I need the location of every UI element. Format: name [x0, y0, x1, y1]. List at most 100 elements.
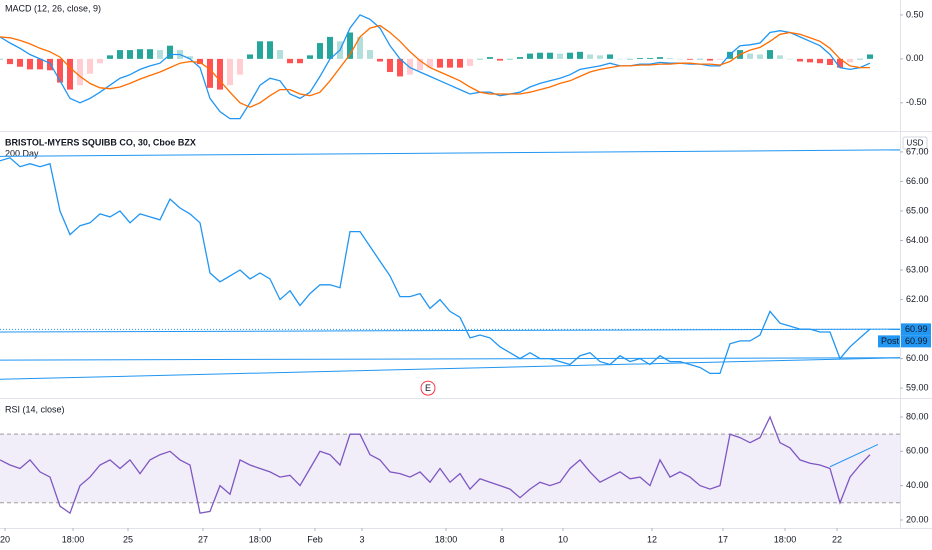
y-tick-label: 0.00 — [906, 53, 924, 63]
histogram-bar — [757, 54, 763, 59]
x-tick-label: 27 — [198, 534, 208, 544]
series-line — [0, 14, 871, 120]
histogram-bar — [747, 53, 753, 59]
histogram-bar — [217, 58, 223, 90]
histogram-bar — [457, 58, 463, 68]
post-tag-label: Post — [881, 336, 900, 346]
histogram-bar — [227, 58, 233, 86]
y-tick-label: 63.00 — [906, 264, 929, 274]
histogram-bar — [777, 55, 783, 59]
series-line — [0, 415, 871, 515]
histogram-bar — [367, 50, 373, 59]
histogram-bar — [617, 58, 623, 60]
histogram-bar — [867, 54, 873, 59]
post-tag — [878, 335, 900, 348]
x-tick-label: 17 — [718, 534, 728, 544]
histogram-bar — [477, 58, 483, 60]
histogram-bar — [277, 50, 283, 59]
histogram-bar — [287, 58, 293, 64]
y-tick-label: -0.50 — [906, 97, 927, 107]
y-tick-label: 67.00 — [906, 146, 929, 156]
y-tick-label: 60.00 — [906, 353, 929, 363]
histogram-bar — [167, 45, 173, 59]
histogram-bar — [697, 58, 703, 60]
y-tick-label: 0.50 — [906, 9, 924, 19]
histogram-bar — [607, 54, 613, 59]
indicator-label: 200 Day — [5, 148, 39, 158]
x-tick-label: 22 — [832, 534, 842, 544]
histogram-bar — [837, 58, 843, 68]
histogram-bar — [117, 50, 123, 59]
histogram-bar — [497, 58, 503, 61]
rsi-band — [0, 434, 900, 503]
trendline — [0, 149, 901, 157]
x-tick-label: Feb — [307, 534, 323, 544]
histogram-bar — [827, 58, 833, 65]
trendline — [0, 357, 901, 380]
series-line — [0, 157, 871, 375]
y-tick-label: 62.00 — [906, 294, 929, 304]
histogram-bar — [437, 58, 443, 68]
histogram-bar — [297, 58, 303, 64]
pane-title: BRISTOL-MYERS SQUIBB CO, 30, Cboe BZX — [5, 137, 196, 147]
histogram-bar — [387, 58, 393, 73]
histogram-bar — [547, 52, 553, 59]
histogram-bar — [187, 56, 193, 59]
histogram-bar — [317, 43, 323, 59]
histogram-bar — [27, 58, 33, 70]
x-tick-label: 10 — [558, 534, 568, 544]
histogram-bar — [37, 58, 43, 70]
histogram-bar — [0, 58, 3, 60]
histogram-bar — [257, 41, 263, 59]
histogram-bar — [447, 58, 453, 68]
histogram-bar — [527, 53, 533, 59]
histogram-bar — [7, 58, 13, 65]
histogram-bar — [677, 58, 683, 60]
histogram-bar — [507, 58, 513, 60]
y-tick-label: 66.00 — [906, 176, 929, 186]
histogram-bar — [717, 58, 723, 60]
histogram-bar — [307, 55, 313, 59]
histogram-bar — [377, 58, 383, 62]
y-tick-label: 80.00 — [906, 411, 929, 421]
histogram-bar — [107, 55, 113, 59]
histogram-bar — [197, 58, 203, 65]
histogram-bar — [127, 50, 133, 59]
histogram-bar — [637, 57, 643, 59]
histogram-bar — [157, 50, 163, 59]
histogram-bar — [667, 57, 673, 59]
x-tick-label: 3 — [359, 534, 364, 544]
y-tick-label: 59.00 — [906, 383, 929, 393]
y-tick-label: 60.00 — [906, 446, 929, 456]
histogram-bar — [817, 58, 823, 64]
pane-title: RSI (14, close) — [5, 404, 65, 414]
histogram-bar — [587, 54, 593, 59]
histogram-bar — [687, 58, 693, 60]
histogram-bar — [397, 58, 403, 77]
histogram-bar — [77, 58, 83, 86]
histogram-bar — [567, 52, 573, 59]
post-price-label: 60.99 — [905, 336, 928, 346]
series-line — [0, 24, 870, 108]
histogram-bar — [517, 57, 523, 59]
x-tick-label: 25 — [123, 534, 133, 544]
histogram-bar — [327, 36, 333, 59]
trendline — [0, 357, 901, 361]
earnings-marker — [420, 380, 436, 396]
currency-label: USD — [907, 139, 924, 148]
histogram-bar — [787, 58, 793, 60]
histogram-bar — [557, 53, 563, 59]
histogram-bar — [57, 58, 63, 83]
histogram-bar — [597, 55, 603, 59]
pane-title: MACD (12, 26, close, 9) — [5, 3, 101, 13]
earnings-label: E — [425, 383, 431, 393]
histogram-bar — [857, 58, 863, 60]
x-tick-label: 18:00 — [435, 534, 458, 544]
currency-box — [902, 136, 928, 150]
last-price-label: 60.99 — [905, 324, 928, 334]
x-tick-label: 8 — [499, 534, 504, 544]
x-tick-label: 18:00 — [774, 534, 797, 544]
post-price-box — [901, 335, 931, 348]
histogram-bar — [577, 51, 583, 59]
